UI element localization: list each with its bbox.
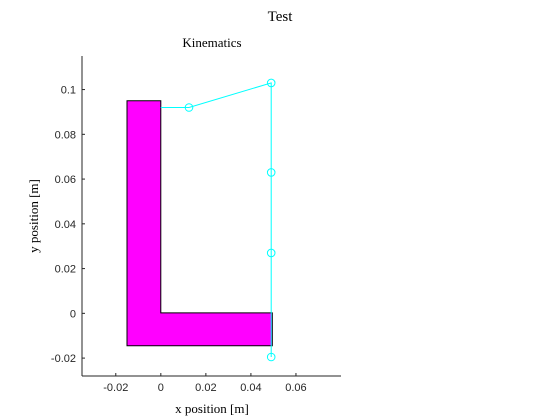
y-axis-label: y position [m] bbox=[26, 179, 41, 253]
y-tick-label: 0.1 bbox=[61, 85, 76, 97]
x-axis-label: x position [m] bbox=[175, 401, 249, 416]
y-tick-label: 0.06 bbox=[55, 174, 76, 186]
y-tick-label: 0.08 bbox=[55, 129, 76, 141]
x-tick-label: 0 bbox=[158, 382, 164, 394]
series-line-0 bbox=[160, 82, 272, 357]
y-tick-label: 0.04 bbox=[55, 219, 76, 231]
plot-area: -0.02 0 0.02 0.04 0.06 -0.02 0 0.02 0.04 0.06 0.0… bbox=[51, 56, 341, 394]
x-tick-label: 0.04 bbox=[240, 382, 261, 394]
x-tick-label: 0.02 bbox=[195, 382, 216, 394]
x-tick-label: -0.02 bbox=[103, 382, 128, 394]
series-point-0-2 bbox=[266, 78, 276, 88]
series-point-0-3 bbox=[266, 168, 276, 177]
y-tick-label: -0.02 bbox=[51, 353, 76, 365]
y-tick-label: 0 bbox=[70, 308, 76, 320]
series-point-0-4 bbox=[266, 248, 276, 258]
body-polygon bbox=[126, 100, 273, 347]
series-point-0-7 bbox=[266, 352, 276, 362]
y-tick-label: 0.02 bbox=[55, 264, 76, 276]
series-point-0-1 bbox=[184, 103, 194, 112]
chart-title: Kinematics bbox=[182, 35, 241, 50]
x-tick-label: 0.06 bbox=[285, 382, 306, 394]
figure-suptitle: Test bbox=[268, 9, 294, 25]
